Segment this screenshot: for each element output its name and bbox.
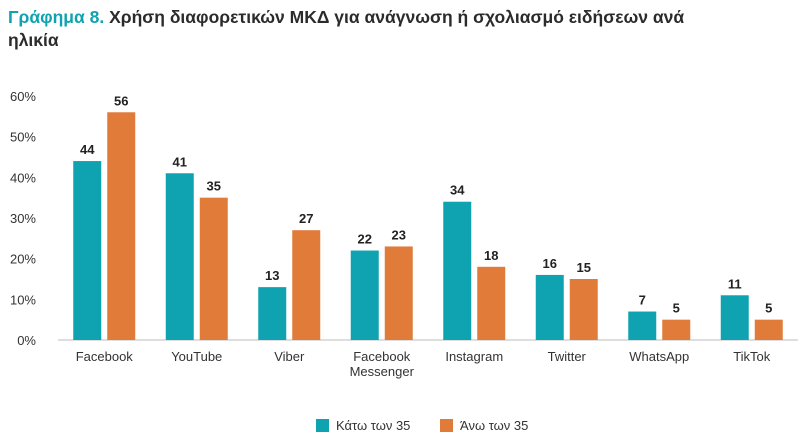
bar-value-label: 5 [673, 301, 680, 316]
y-tick-label: 30% [10, 211, 36, 226]
legend-swatch [316, 419, 329, 432]
bar [443, 201, 472, 340]
x-category-label-line: Twitter [548, 349, 587, 364]
bar [73, 161, 102, 340]
legend-label: Κάτω των 35 [336, 418, 410, 433]
x-category-label-line: YouTube [171, 349, 222, 364]
bar-value-label: 16 [543, 256, 557, 271]
y-tick-label: 20% [10, 252, 36, 267]
x-category-label-line: WhatsApp [629, 349, 689, 364]
bar-value-label: 5 [765, 301, 772, 316]
bar-value-label: 11 [728, 276, 742, 291]
y-tick-label: 60% [10, 89, 36, 104]
bar [350, 250, 379, 340]
x-category-label-line: TikTok [733, 349, 771, 364]
bar [628, 311, 657, 340]
bar-value-label: 35 [207, 179, 221, 194]
chart-title-prefix: Γράφημα 8. [8, 7, 105, 27]
bar-value-label: 34 [450, 183, 465, 198]
bar [258, 287, 287, 340]
bar [477, 266, 506, 340]
bar [107, 112, 136, 341]
x-category-label: Facebook [76, 349, 134, 364]
bar [199, 197, 228, 340]
chart-title-text: Χρήση διαφορετικών ΜΚΔ για ανάγνωση ή σχ… [8, 7, 685, 50]
bar-value-label: 22 [358, 232, 372, 247]
y-tick-label: 0% [17, 333, 36, 348]
x-category-label: Instagram [445, 349, 503, 364]
bar-value-label: 18 [484, 248, 498, 263]
bar-value-label: 41 [173, 154, 187, 169]
bar-value-label: 13 [265, 268, 279, 283]
y-tick-label: 10% [10, 292, 36, 307]
y-tick-label: 50% [10, 130, 36, 145]
bar [720, 295, 749, 340]
x-category-label-line: Instagram [445, 349, 503, 364]
bar [535, 274, 564, 340]
bar-value-label: 15 [577, 260, 591, 275]
bar [662, 319, 691, 340]
bar-value-label: 23 [392, 227, 406, 242]
x-category-label: WhatsApp [629, 349, 689, 364]
x-category-label: Twitter [548, 349, 587, 364]
bar-value-label: 7 [639, 293, 646, 308]
y-tick-label: 40% [10, 170, 36, 185]
bar [384, 246, 413, 340]
x-category-label-line: Viber [274, 349, 305, 364]
x-category-label-line: Messenger [350, 364, 415, 379]
x-category-label-line: Facebook [353, 349, 411, 364]
x-category-label: TikTok [733, 349, 771, 364]
x-category-label: YouTube [171, 349, 222, 364]
x-category-label: Viber [274, 349, 305, 364]
bar [754, 319, 783, 340]
bar-value-label: 27 [299, 211, 313, 226]
bar-value-label: 44 [80, 142, 95, 157]
bar [569, 279, 598, 340]
x-category-label-line: Facebook [76, 349, 134, 364]
legend-label: Άνω των 35 [460, 418, 528, 433]
bar [165, 173, 194, 340]
x-category-label: Facebook Messenger [350, 349, 415, 379]
legend-swatch [440, 419, 453, 432]
bar [292, 230, 321, 340]
chart-title: Γράφημα 8. Χρήση διαφορετικών ΜΚΔ για αν… [8, 6, 708, 52]
bar-value-label: 56 [114, 93, 128, 108]
